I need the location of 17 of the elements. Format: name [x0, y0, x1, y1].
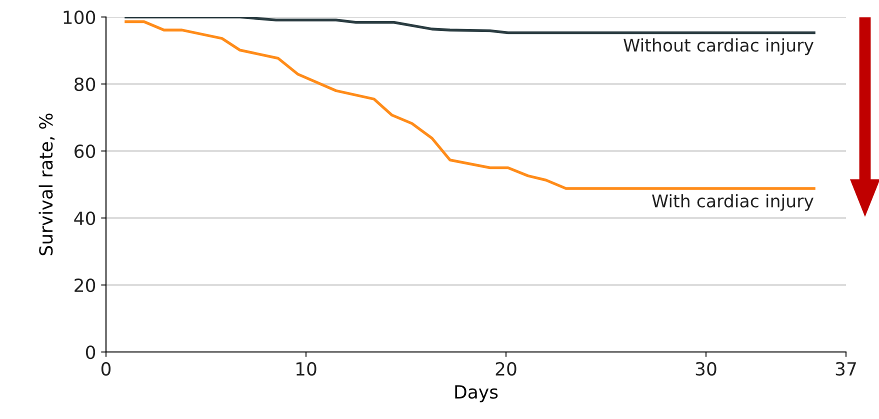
line-series: [124, 20, 816, 190]
series-label: Without cardiac injury: [624, 38, 814, 56]
x-tick-label: 10: [296, 362, 316, 376]
x-tick-label: 30: [696, 362, 716, 376]
y-tick-label: 60: [74, 144, 96, 158]
x-tick-label: 20: [496, 362, 516, 376]
series-label: With cardiac injury: [652, 194, 814, 211]
y-tick-label: 100: [64, 10, 96, 24]
y-tick-label: 0: [86, 345, 96, 360]
x-tick-label: 0: [101, 362, 111, 376]
x-tick-label: 37: [836, 362, 856, 376]
x-axis-title: Days: [455, 385, 498, 402]
y-tick-label: 20: [74, 278, 96, 292]
y-tick-label: 80: [74, 77, 96, 92]
line-series: [124, 17, 816, 34]
y-axis-title: Survival rate, %: [38, 114, 55, 256]
y-tick-label: 40: [74, 211, 96, 226]
